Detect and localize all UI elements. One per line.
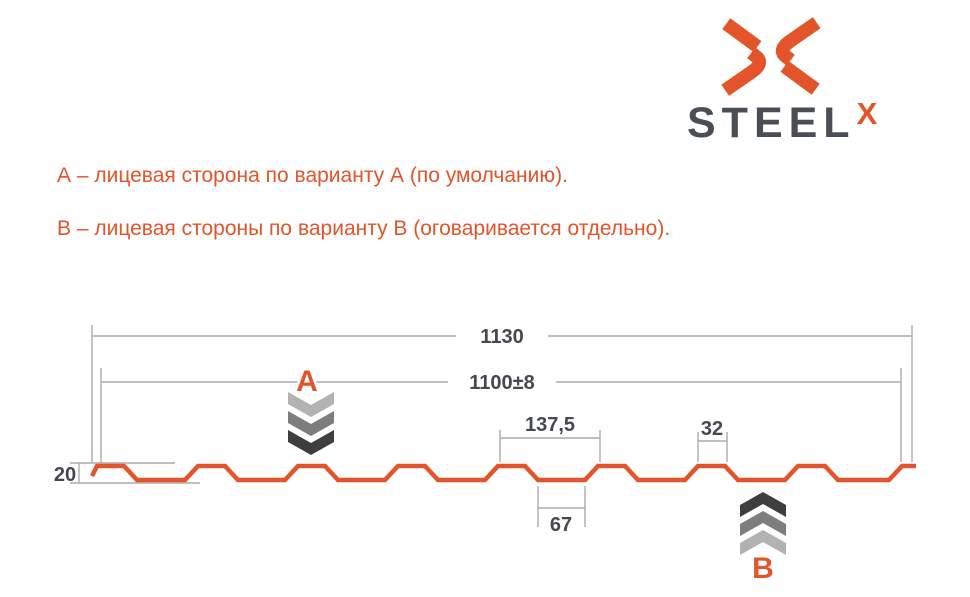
logo-hook-bottom xyxy=(721,47,767,96)
dim-valley: 67 xyxy=(537,486,586,536)
logo-arm-bottom-right xyxy=(780,60,820,95)
note-variant-b: В – лицевая стороны по варианту В (огова… xyxy=(57,217,671,240)
brand-wordmark: STEELX xyxy=(687,96,877,147)
dim-profile-height: 20 xyxy=(54,462,200,486)
brand-superscript-x: X xyxy=(856,96,878,131)
chevron-down-mid xyxy=(288,411,334,436)
variant-a-marker: А xyxy=(288,363,334,455)
brand-name: STEEL xyxy=(687,99,856,147)
dim-1130-label: 1130 xyxy=(480,326,523,348)
dim-overall-width: 1130 xyxy=(91,325,913,463)
chevron-down-icon xyxy=(288,392,334,455)
dim-working-width: 1100±8 xyxy=(100,368,902,463)
dim-20-label: 20 xyxy=(54,464,76,486)
variant-a-label: А xyxy=(296,365,318,398)
chevron-down-light xyxy=(288,392,334,417)
dim-pitch-label: 137,5 xyxy=(525,414,575,436)
chevron-down-dark xyxy=(288,430,334,455)
steelx-logo-icon xyxy=(721,17,821,96)
chevron-up-dark xyxy=(740,492,786,517)
variant-b-label: В xyxy=(752,552,774,585)
chevron-up-icon xyxy=(740,492,786,555)
variant-b-marker: В xyxy=(740,492,786,588)
chevron-up-mid xyxy=(740,511,786,536)
chevron-up-light xyxy=(740,530,786,555)
sheet-profile-outline xyxy=(89,463,916,483)
logo-hook-top xyxy=(775,17,821,66)
dim-32-label: 32 xyxy=(701,418,723,440)
dim-rib-pitch: 137,5 xyxy=(499,414,601,462)
dim-1100-label: 1100±8 xyxy=(469,372,535,394)
note-variant-a: А – лицевая сторона по варианту А (по ум… xyxy=(57,164,568,187)
dim-67-label: 67 xyxy=(550,514,572,536)
logo-arm-top-left xyxy=(722,18,762,53)
dim-rib-top: 32 xyxy=(697,418,728,462)
